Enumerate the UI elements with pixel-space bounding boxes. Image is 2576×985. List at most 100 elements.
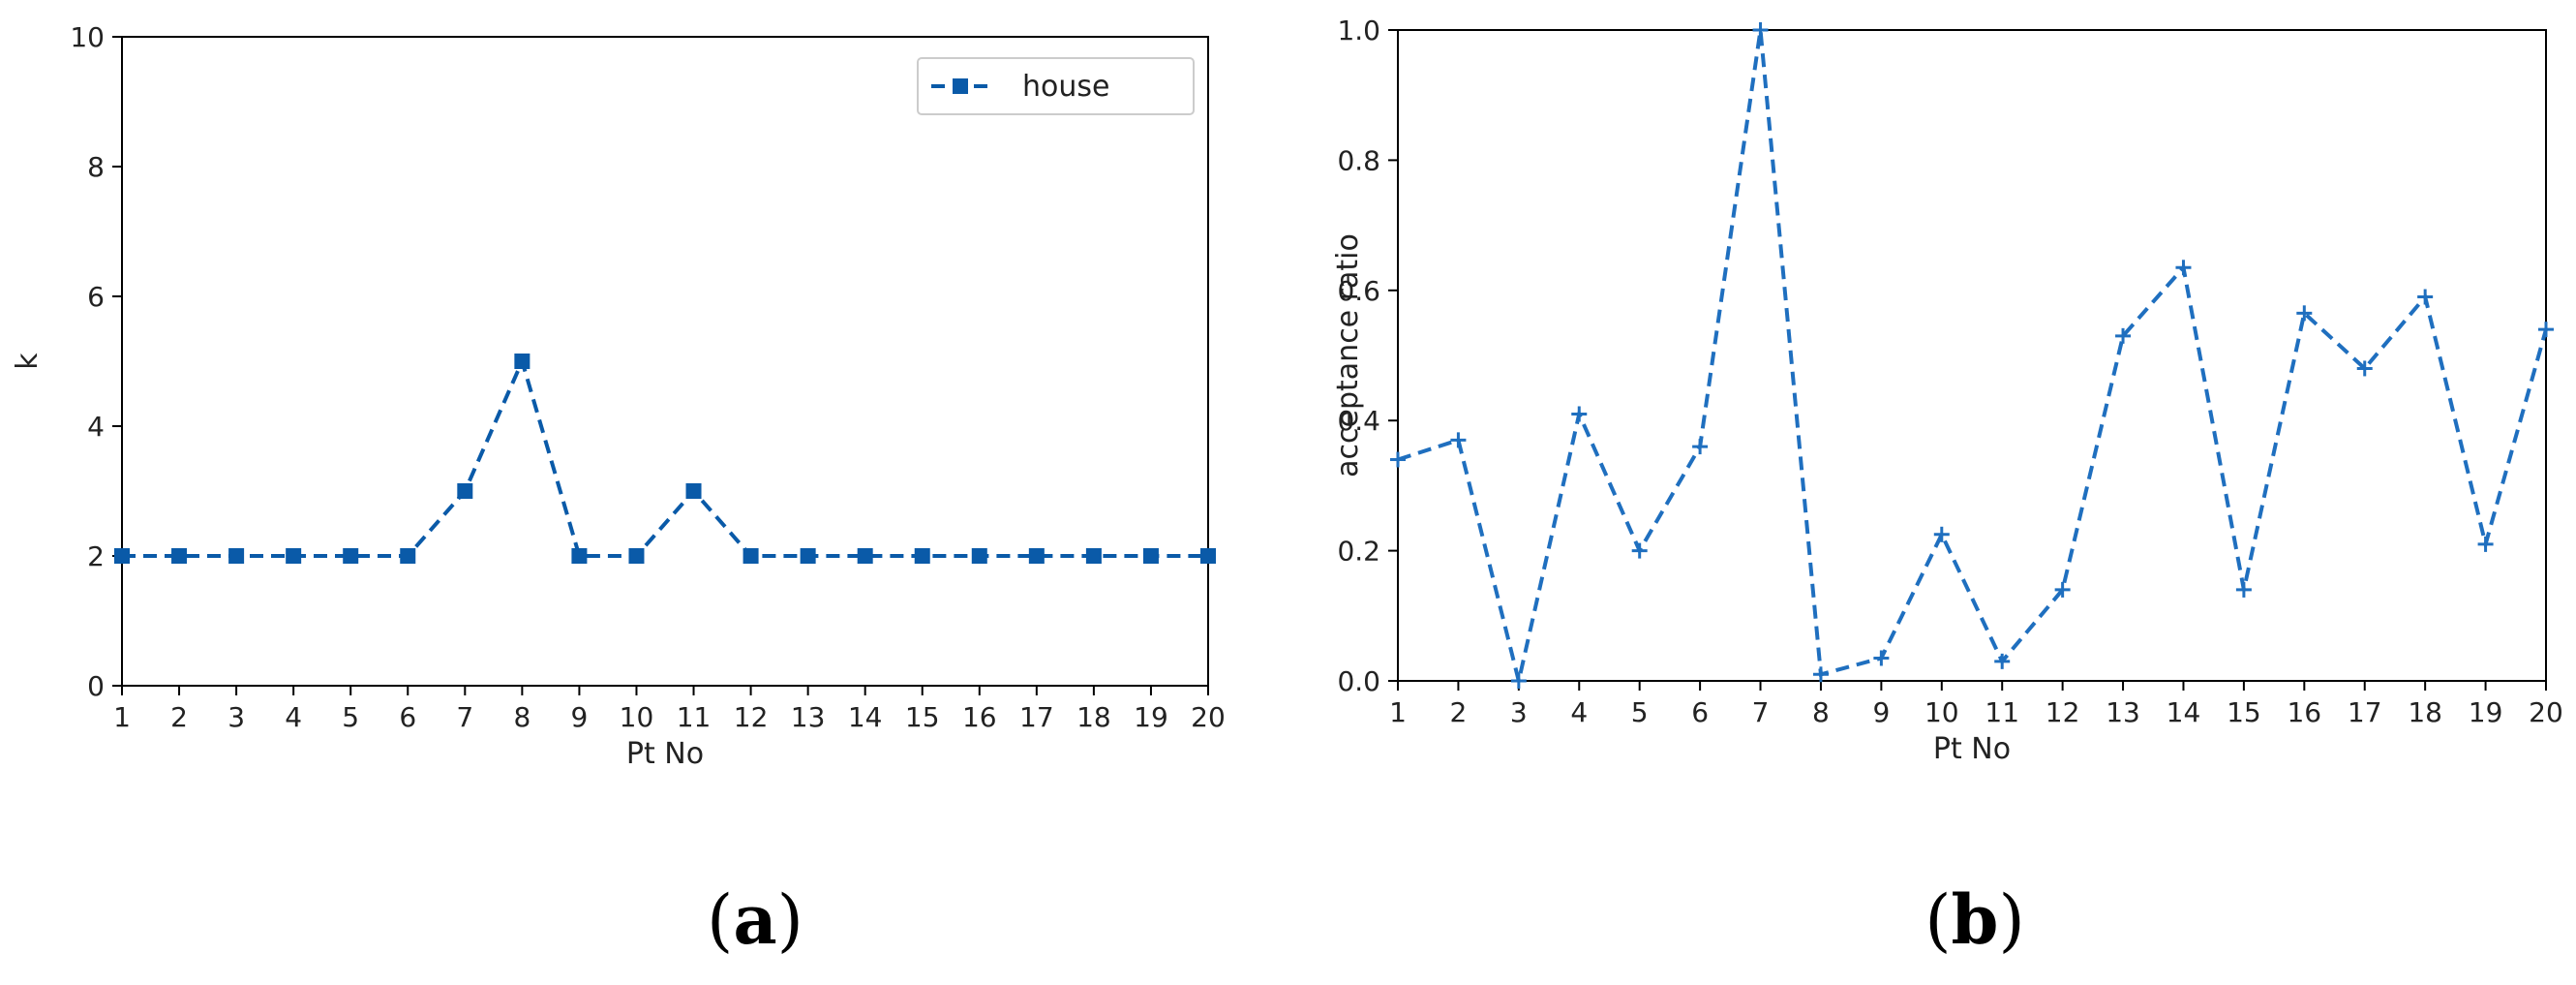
x-tick-label: 19 (1134, 701, 1168, 733)
x-tick-label: 6 (1691, 696, 1709, 728)
data-point (1752, 22, 1769, 38)
x-tick-label: 19 (2469, 696, 2503, 728)
x-tick-label: 8 (513, 701, 530, 733)
y-tick-label: 4 (87, 411, 105, 443)
chart-a: 1 2 3 4 5 6 7 8 9 10 11 12 13 14 15 16 17 18 19 200246810Pt… (11, 21, 1226, 771)
y-tick-label: 6 (87, 281, 105, 313)
x-tick-label: 20 (2529, 696, 2563, 728)
x-tick-label: 4 (285, 701, 302, 733)
data-point (171, 548, 188, 564)
data-point (1028, 548, 1045, 564)
data-point (914, 548, 930, 564)
y-axis-label: k (11, 353, 45, 370)
panel-b: 1 2 3 4 5 6 7 8 9 10 11 12 13 14 15 16 17 18 19 20 0.0 0.2 0.4… (1288, 0, 2575, 985)
y-tick-label: 10 (70, 21, 105, 53)
x-tick-label: 7 (456, 701, 473, 733)
x-tick-label: 15 (2227, 696, 2261, 728)
legend-marker (953, 78, 968, 94)
x-tick-label: 2 (170, 701, 188, 733)
legend-box (917, 57, 1195, 115)
x-tick-label: 10 (620, 701, 654, 733)
x-tick-label: 8 (1812, 696, 1830, 728)
y-tick-label: 0.6 (1337, 275, 1380, 307)
data-point (1390, 451, 1406, 468)
data-point (1200, 548, 1216, 564)
data-point (514, 354, 530, 369)
y-tick-label: 0.0 (1337, 665, 1380, 697)
data-point (1692, 439, 1709, 455)
data-point (628, 548, 645, 564)
x-tick-label: 11 (677, 701, 712, 733)
x-tick-label: 11 (1985, 696, 2019, 728)
data-point (742, 548, 759, 564)
data-point (571, 548, 588, 564)
x-tick-label: 16 (2287, 696, 2321, 728)
data-point (1085, 548, 1102, 564)
caption-a: (a) (707, 879, 803, 960)
chart-b: 1 2 3 4 5 6 7 8 9 10 11 12 13 14 15 16 17 18 19 200.00.20.4… (1331, 15, 2563, 766)
caption-b-letter: b (1951, 879, 1999, 960)
x-tick-label: 4 (1570, 696, 1588, 728)
data-point (857, 548, 873, 564)
data-point (343, 548, 359, 564)
y-tick-label: 0.8 (1337, 144, 1380, 176)
data-point (2235, 581, 2252, 598)
plot-frame (1397, 29, 2547, 682)
caption-a-letter: a (733, 879, 777, 960)
x-tick-label: 18 (2408, 696, 2442, 728)
x-tick-label: 17 (2348, 696, 2382, 728)
data-point (228, 548, 245, 564)
x-tick-label: 7 (1752, 696, 1770, 728)
data-point (971, 548, 987, 564)
data-point (2296, 305, 2313, 322)
data-point (2477, 536, 2494, 552)
data-point (2417, 289, 2434, 305)
x-tick-label: 14 (2167, 696, 2201, 728)
data-point (1510, 673, 1527, 689)
data-point (1571, 406, 1588, 422)
y-tick-label: 8 (87, 151, 105, 183)
data-point (2356, 360, 2373, 377)
x-tick-label: 16 (962, 701, 997, 733)
x-axis-label: Pt No (1933, 732, 2011, 766)
series-line (122, 355, 1208, 558)
data-point (2175, 260, 2192, 276)
y-tick-label: 0.4 (1337, 405, 1380, 437)
x-tick-label: 13 (791, 701, 826, 733)
legend: house (917, 57, 1195, 115)
data-point (114, 548, 130, 564)
x-tick-label: 3 (227, 701, 245, 733)
data-point (457, 483, 473, 499)
x-tick-label: 5 (342, 701, 359, 733)
data-point (2115, 327, 2132, 344)
caption-b: (b) (1924, 879, 2025, 960)
x-tick-label: 10 (1924, 696, 1959, 728)
x-tick-label: 12 (2046, 696, 2080, 728)
y-tick-label: 1.0 (1337, 15, 1380, 46)
x-tick-label: 14 (848, 701, 883, 733)
series-line (1397, 29, 2548, 682)
data-point (1812, 666, 1829, 683)
y-tick-label: 0.2 (1337, 536, 1380, 568)
x-tick-label: 20 (1191, 701, 1226, 733)
data-point (800, 548, 816, 564)
data-point (1142, 548, 1159, 564)
plot-frame (121, 36, 1209, 687)
data-point (286, 548, 302, 564)
x-tick-label: 5 (1631, 696, 1649, 728)
panel-a: 1 2 3 4 5 6 7 8 9 10 11 12 13 14 15 16 17 18 19 20 0 2 4 6 8 10 Pt… (11, 21, 1226, 960)
data-point (1631, 542, 1648, 559)
data-point (1450, 432, 1467, 448)
data-point (685, 483, 702, 499)
x-tick-label: 3 (1510, 696, 1528, 728)
x-tick-label: 12 (734, 701, 769, 733)
y-tick-label: 0 (87, 670, 105, 702)
data-point (1994, 653, 2011, 669)
x-tick-label: 15 (905, 701, 940, 733)
x-tick-label: 6 (399, 701, 416, 733)
x-tick-label: 17 (1019, 701, 1054, 733)
data-point (2054, 581, 2071, 598)
x-tick-label: 1 (113, 701, 131, 733)
x-tick-label: 18 (1076, 701, 1111, 733)
legend-label: house (1022, 70, 1109, 104)
